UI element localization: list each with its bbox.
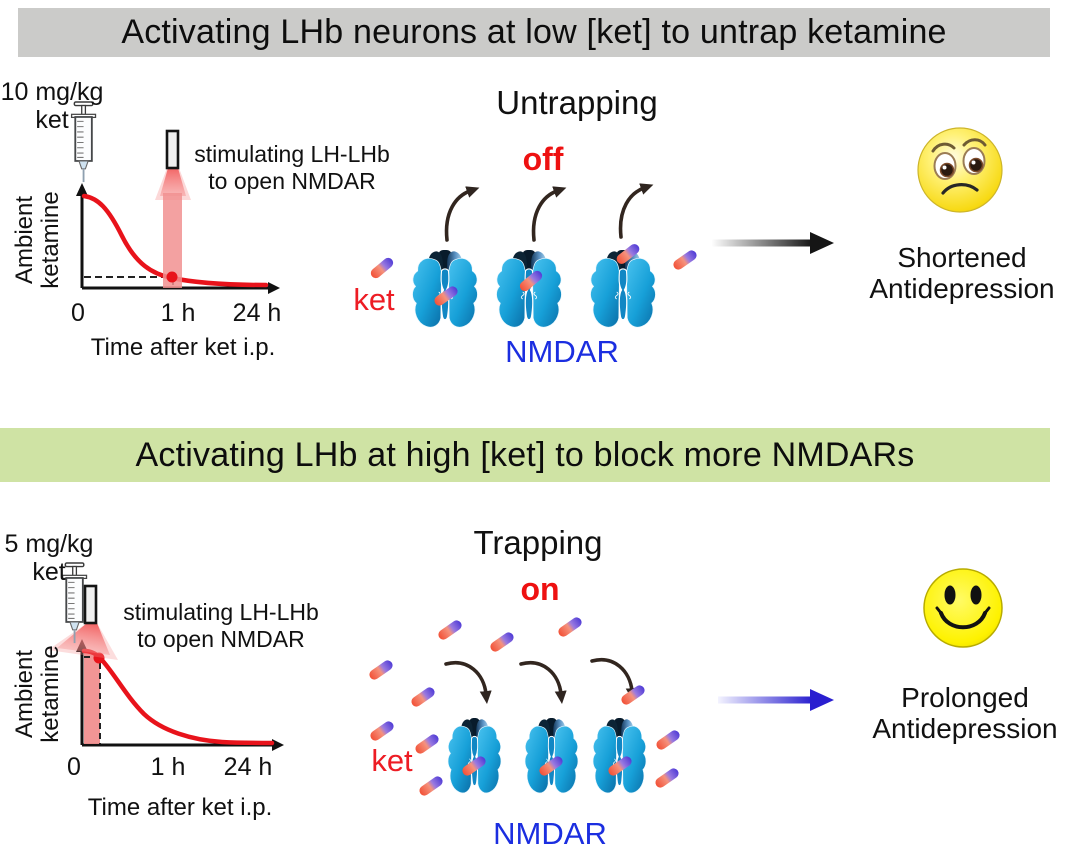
sad-face-icon bbox=[916, 126, 1004, 214]
x-tick-1h-low: 1 h bbox=[160, 299, 196, 327]
untrap-arrow bbox=[444, 186, 480, 242]
trapping-scene bbox=[367, 615, 682, 798]
x-tick-0-high: 0 bbox=[67, 753, 81, 781]
outcome-text-low: Shortened Antidepression bbox=[869, 242, 1055, 304]
panel-high-header-text: Activating LHb at high [ket] to block mo… bbox=[135, 435, 915, 474]
x-axis-label-high: Time after ket i.p. bbox=[87, 794, 273, 821]
stim-label-high: stimulating LH-LHb to open NMDAR bbox=[123, 599, 319, 652]
panel-high-header: Activating LHb at high [ket] to block mo… bbox=[0, 428, 1050, 482]
ketamine-pill bbox=[671, 248, 699, 272]
ketamine-pill bbox=[488, 630, 516, 654]
ketamine-pill bbox=[436, 618, 464, 642]
x-axis-label-low: Time after ket i.p. bbox=[90, 334, 276, 361]
result-arrow-head bbox=[810, 232, 834, 254]
ketamine-pill bbox=[417, 774, 445, 798]
ketamine-pill bbox=[654, 728, 682, 752]
ket-label-low: ket bbox=[353, 282, 395, 317]
nmdar-receptor bbox=[447, 717, 502, 794]
curve-point-early bbox=[93, 652, 105, 664]
result-arrow-head bbox=[810, 689, 834, 711]
x-tick-1h-high: 1 h bbox=[150, 753, 186, 781]
nmdar-label-high: NMDAR bbox=[493, 816, 607, 851]
panel-low-header-text: Activating LHb neurons at low [ket] to u… bbox=[121, 13, 947, 51]
curve-point-1h bbox=[166, 271, 178, 283]
laser-glow bbox=[57, 623, 110, 655]
ketamine-pill bbox=[409, 685, 437, 709]
stimulation-window bbox=[84, 651, 100, 744]
outcome-low-graphics bbox=[712, 126, 1004, 254]
process-state-low: off bbox=[522, 141, 564, 177]
optic-fiber-icon bbox=[165, 129, 180, 170]
nmdar-receptor bbox=[411, 249, 479, 328]
dose-label-high: 5 mg/kg ket bbox=[4, 530, 94, 586]
ketamine-pill bbox=[556, 615, 584, 639]
process-title-low: Untrapping bbox=[496, 84, 658, 121]
stimulation-bar bbox=[163, 193, 182, 288]
dose-label-low: 10 mg/kg ket bbox=[0, 78, 104, 134]
ketamine-decay-curve bbox=[81, 648, 275, 746]
happy-face-icon bbox=[922, 567, 1004, 649]
nmdar-receptor bbox=[524, 717, 579, 794]
y-axis-label-low: Ambient ketamine bbox=[11, 191, 64, 289]
result-arrow-shaft bbox=[712, 239, 812, 247]
ketamine-pill bbox=[367, 658, 395, 682]
ketamine-decay-curve bbox=[81, 193, 269, 288]
panel-low-header: Activating LHb neurons at low [ket] to u… bbox=[18, 8, 1050, 57]
untrap-arrow bbox=[531, 186, 567, 242]
untrap-arrow bbox=[618, 183, 654, 239]
nmdar-label-low: NMDAR bbox=[505, 334, 619, 369]
trap-arrow bbox=[444, 660, 492, 704]
ket-label-high: ket bbox=[371, 743, 413, 778]
stim-label-low: stimulating LH-LHb to open NMDAR bbox=[194, 141, 390, 194]
x-tick-24h-low: 24 h bbox=[232, 299, 282, 327]
outcome-high-graphics bbox=[718, 567, 1004, 711]
ketamine-pill bbox=[368, 719, 396, 743]
ketamine-pill bbox=[413, 732, 441, 756]
graph-low-dose bbox=[70, 101, 280, 294]
result-arrow-shaft bbox=[718, 696, 812, 704]
x-tick-24h-high: 24 h bbox=[223, 753, 273, 781]
process-title-high: Trapping bbox=[473, 524, 603, 561]
ketamine-pill bbox=[368, 255, 396, 281]
untrapping-scene bbox=[368, 183, 699, 328]
y-axis-label-high: Ambient ketamine bbox=[11, 645, 64, 743]
trap-arrow bbox=[590, 657, 638, 701]
ketamine-pill bbox=[653, 766, 681, 790]
trap-arrow bbox=[519, 660, 567, 704]
graph-high-dose bbox=[48, 562, 284, 751]
x-tick-0-low: 0 bbox=[71, 299, 85, 327]
optic-fiber-icon bbox=[83, 584, 98, 625]
outcome-text-high: Prolonged Antidepression bbox=[872, 682, 1058, 744]
laser-glow bbox=[160, 168, 186, 196]
nmdar-receptor bbox=[592, 717, 647, 794]
process-state-high: on bbox=[520, 571, 560, 607]
